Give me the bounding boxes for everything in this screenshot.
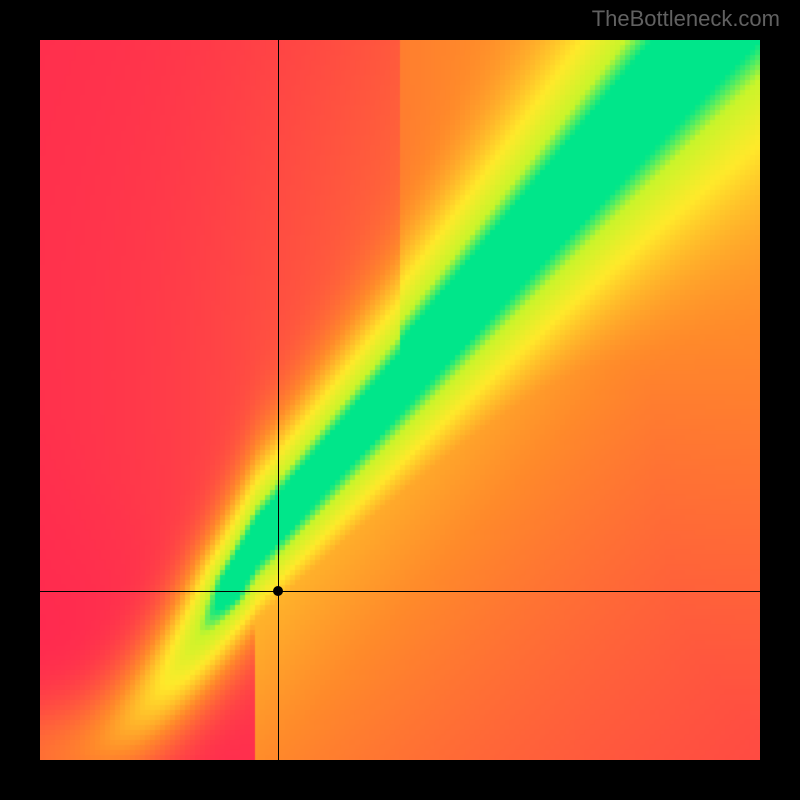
watermark-text: TheBottleneck.com: [592, 6, 780, 32]
crosshair-horizontal: [40, 591, 760, 592]
marker-dot: [273, 586, 283, 596]
plot-area: [40, 40, 760, 760]
heatmap-canvas: [40, 40, 760, 760]
crosshair-vertical: [278, 40, 279, 760]
